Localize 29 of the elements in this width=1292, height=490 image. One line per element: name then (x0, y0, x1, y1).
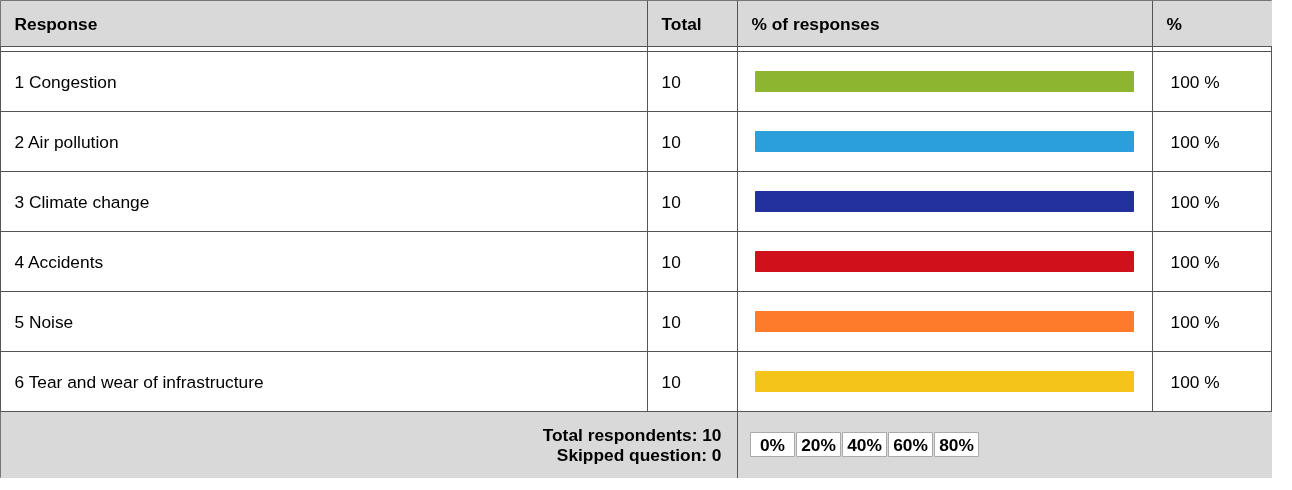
text: 80% (939, 434, 974, 455)
y-tick-label: 2 Air pollution (14, 131, 119, 152)
text: 40% (847, 434, 882, 455)
text: Skipped question: 0 (556, 444, 722, 465)
text: 10 (661, 131, 681, 152)
data-label: 100 % (1170, 251, 1220, 272)
text: Total respondents: 10 (542, 424, 722, 445)
y-tick-label: 1 Congestion (14, 71, 117, 92)
text: 10 (661, 251, 681, 272)
text: 10 (661, 71, 681, 92)
data-label: 100 % (1170, 371, 1220, 392)
text: Response (14, 13, 98, 34)
y-tick-label: 5 Noise (14, 311, 74, 332)
text: 0% (759, 434, 786, 455)
text: 10 (661, 191, 681, 212)
y-tick-label: 4 Accidents (14, 251, 104, 272)
text: 10 (661, 311, 681, 332)
data-label: 100 % (1170, 191, 1220, 212)
y-tick-label: 6 Tear and wear of infrastructure (14, 371, 264, 392)
data-label: 100 % (1170, 71, 1220, 92)
text: Total (661, 13, 702, 34)
y-tick-label: 3 Climate change (14, 191, 150, 212)
text: 20% (801, 434, 836, 455)
text: % of responses (751, 13, 880, 34)
data-label: 100 % (1170, 311, 1220, 332)
text: 10 (661, 371, 681, 392)
data-label: 100 % (1170, 131, 1220, 152)
text: % (1166, 13, 1182, 34)
text: 60% (893, 434, 928, 455)
